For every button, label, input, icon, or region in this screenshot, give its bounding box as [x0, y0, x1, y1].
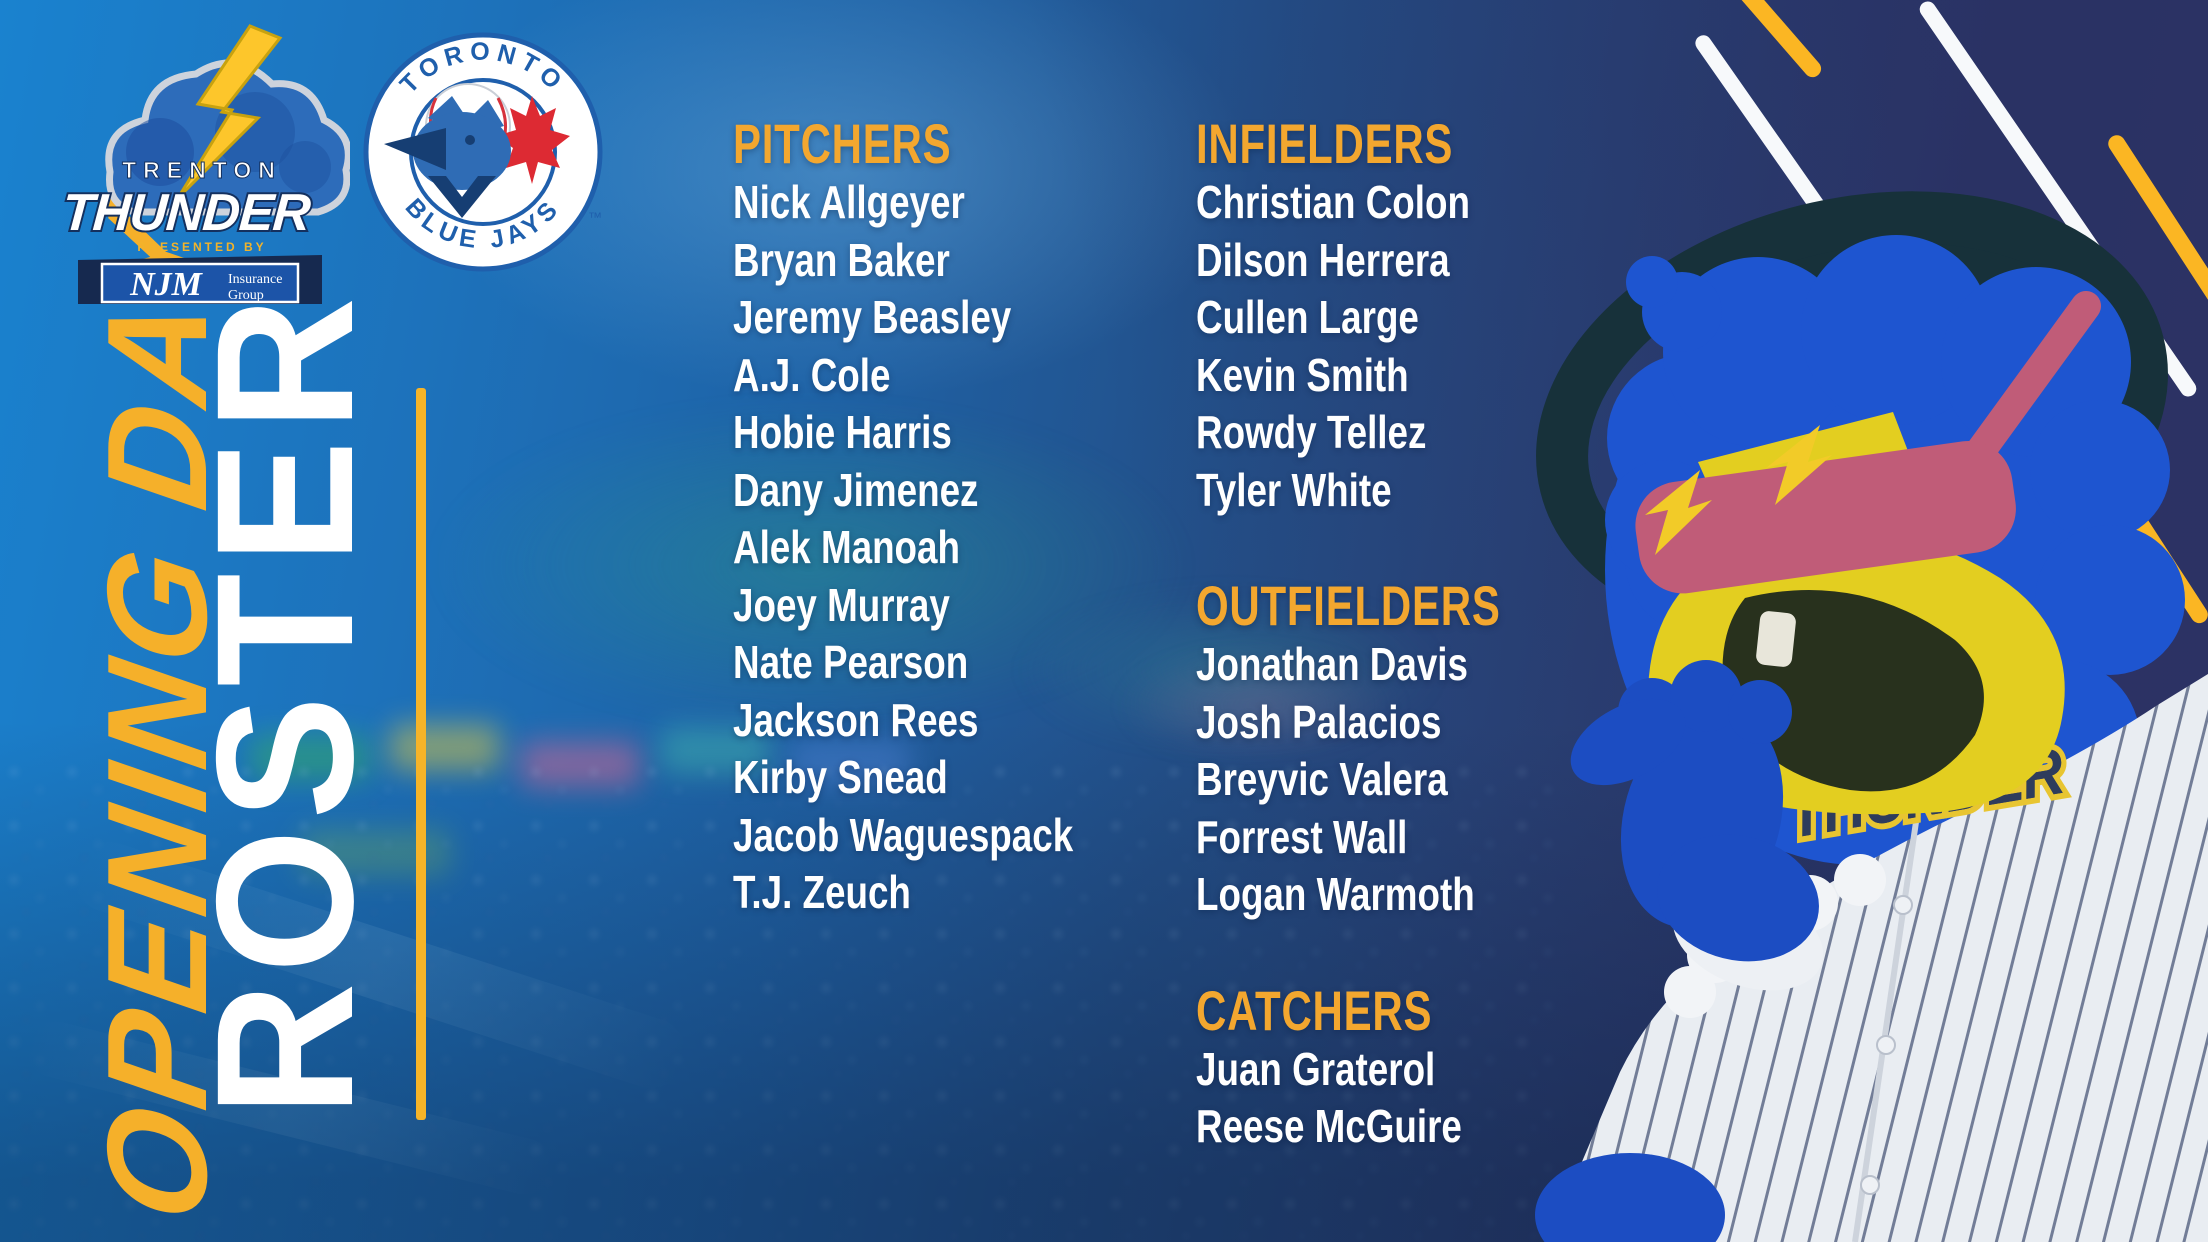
player-name: Nate Pearson: [733, 636, 969, 688]
sponsor-line2: Group: [228, 288, 264, 303]
roster-column-left: PITCHERS Nick Allgeyer Bryan Baker Jeremy …: [733, 114, 1158, 922]
player-name: Jacob Waguespack: [733, 808, 1074, 861]
player-name: Juan Graterol: [1196, 1042, 1436, 1095]
mascot-sunglasses: [1635, 440, 2016, 594]
section-heading: CATCHERS: [1196, 978, 1433, 1042]
trenton-thunder-logo: TRENTON THUNDER PRESENTED BY NJM Insuran…: [50, 12, 352, 311]
blue-jay-v: [428, 176, 496, 218]
player-list: Juan Graterol Reese McGuire: [1196, 1041, 1602, 1156]
section-heading: INFIELDERS: [1196, 112, 1454, 175]
jays-logo-trademark: ™: [588, 209, 602, 225]
player-name: Christian Colon: [1196, 176, 1470, 228]
lightning-bolt-icon: [176, 24, 283, 200]
roster-column-right: INFIELDERS Christian Colon Dilson Herrera…: [1196, 114, 1602, 1156]
sunglasses-bolt-icon: [1766, 425, 1832, 505]
blue-jay-beak: [384, 128, 446, 170]
mascot-pointing-hand: [1535, 660, 1819, 1242]
maple-leaf-icon: [496, 96, 570, 184]
player-name: Nick Allgeyer: [733, 176, 965, 228]
thunder-logo-location: TRENTON: [122, 157, 282, 183]
player-name: Kevin Smith: [1196, 348, 1409, 401]
player-name: Reese McGuire: [1196, 1100, 1462, 1152]
player-list: Nick Allgeyer Bryan Baker Jeremy Beasley A.…: [733, 174, 1158, 922]
vertical-divider-line: [416, 388, 426, 1120]
thunder-logo-presented-by: PRESENTED BY: [137, 240, 266, 254]
section-infielders: INFIELDERS Christian Colon Dilson Herrera…: [1196, 114, 1602, 519]
player-name: Logan Warmoth: [1196, 868, 1475, 920]
player-name: Hobie Harris: [733, 406, 952, 458]
section-pitchers: PITCHERS Nick Allgeyer Bryan Baker Jeremy …: [733, 114, 1158, 922]
sponsor-line1: Insurance: [228, 272, 282, 287]
player-name: Dilson Herrera: [1196, 233, 1450, 286]
mascot-tooth: [1756, 611, 1796, 667]
player-name: Jonathan Davis: [1196, 638, 1468, 690]
player-name: A.J. Cole: [733, 348, 891, 401]
section-outfielders: OUTFIELDERS Jonathan Davis Josh Palacios B…: [1196, 576, 1602, 924]
player-name: Josh Palacios: [1196, 695, 1442, 748]
section-heading: PITCHERS: [733, 112, 952, 175]
player-name: Rowdy Tellez: [1196, 406, 1427, 458]
sponsor-name: NJM: [129, 266, 204, 303]
section-heading: OUTFIELDERS: [1196, 574, 1501, 637]
player-name: Kirby Snead: [733, 751, 948, 803]
blue-jays-logo: TORONTO BLUE JAYS ™: [360, 29, 610, 279]
player-name: Forrest Wall: [1196, 810, 1408, 863]
player-name: Jackson Rees: [733, 693, 979, 746]
player-name: Tyler White: [1196, 463, 1392, 516]
mascot-jersey: [1548, 674, 2208, 1242]
player-name: Joey Murray: [733, 578, 950, 631]
sunglasses-bolt-icon: [1645, 470, 1712, 555]
jersey-placket: [1852, 759, 1928, 1242]
player-name: Cullen Large: [1196, 291, 1419, 343]
player-name: Breyvic Valera: [1196, 753, 1448, 805]
player-name: Dany Jimenez: [733, 463, 979, 516]
player-name: Alek Manoah: [733, 521, 960, 573]
player-name: Jeremy Beasley: [733, 291, 1012, 343]
player-name: T.J. Zeuch: [733, 866, 911, 918]
player-list: Jonathan Davis Josh Palacios Breyvic Valer…: [1196, 636, 1602, 924]
player-list: Christian Colon Dilson Herrera Cullen Larg…: [1196, 174, 1602, 519]
section-catchers: CATCHERS Juan Graterol Reese McGuire: [1196, 978, 1602, 1156]
player-name: Bryan Baker: [733, 233, 950, 286]
thunder-logo-team: THUNDER: [60, 184, 313, 242]
